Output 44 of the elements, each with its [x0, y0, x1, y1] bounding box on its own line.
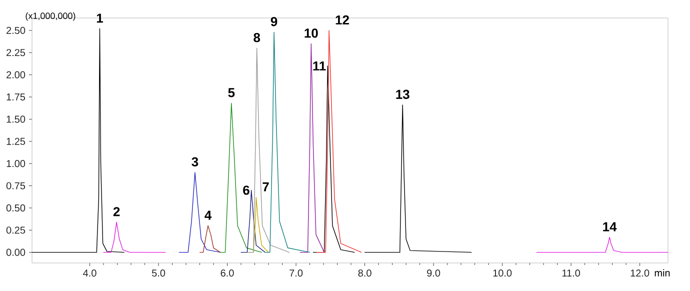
line-series	[220, 102, 262, 253]
x-tick-label: 8.0	[358, 270, 372, 277]
y-tick-label: 2.25	[6, 49, 26, 56]
line-series	[103, 222, 166, 253]
annotation: 8	[254, 32, 260, 42]
annotation: 7	[262, 182, 269, 192]
annotation: 4	[204, 210, 212, 220]
annotation: 11	[313, 61, 326, 70]
y-tick-label: 2.50	[6, 26, 26, 34]
annotation: 3	[192, 157, 198, 166]
y-axis-title: (x1,000,000)	[26, 12, 76, 21]
annotation: 12	[336, 15, 349, 24]
x-tick-label: 5.0	[152, 270, 166, 277]
y-tick-label: 1.75	[6, 94, 26, 100]
x-tick-label: 7.0	[290, 270, 303, 277]
line-series	[536, 236, 668, 253]
annotation: 14	[603, 222, 617, 232]
line-series	[300, 43, 325, 253]
x-tick-label: 6.0	[220, 270, 234, 277]
annotation: 9	[270, 16, 278, 26]
y-tick-label: 1.25	[6, 138, 26, 145]
annotation: 10	[304, 28, 318, 38]
line-series	[364, 104, 472, 253]
annotation: 6	[243, 186, 250, 195]
line-series	[199, 225, 221, 253]
line-series	[248, 48, 290, 253]
y-tick-label: 2.00	[6, 71, 26, 78]
x-tick-label: 9.0	[427, 270, 440, 277]
x-axis-title: min	[654, 269, 670, 276]
y-tick-label: 0.25	[6, 226, 26, 234]
x-tick-label: 4.0	[83, 270, 96, 277]
y-tick-label: 1.00	[6, 160, 26, 168]
y-tick-label: 0.00	[6, 248, 26, 256]
annotation: 5	[228, 88, 235, 98]
annotation: 2	[113, 207, 120, 216]
line-series	[178, 172, 221, 253]
x-tick-label: 11.0	[562, 270, 580, 277]
y-tick-label: 0.50	[6, 204, 26, 212]
y-tick-label: 0.75	[6, 182, 26, 190]
y-tick-label: 1.50	[6, 116, 26, 123]
x-tick-label: 12.0	[630, 270, 650, 277]
annotation: 1	[96, 14, 103, 23]
annotation: 13	[396, 90, 410, 99]
x-tick-label: 10.0	[493, 270, 512, 277]
